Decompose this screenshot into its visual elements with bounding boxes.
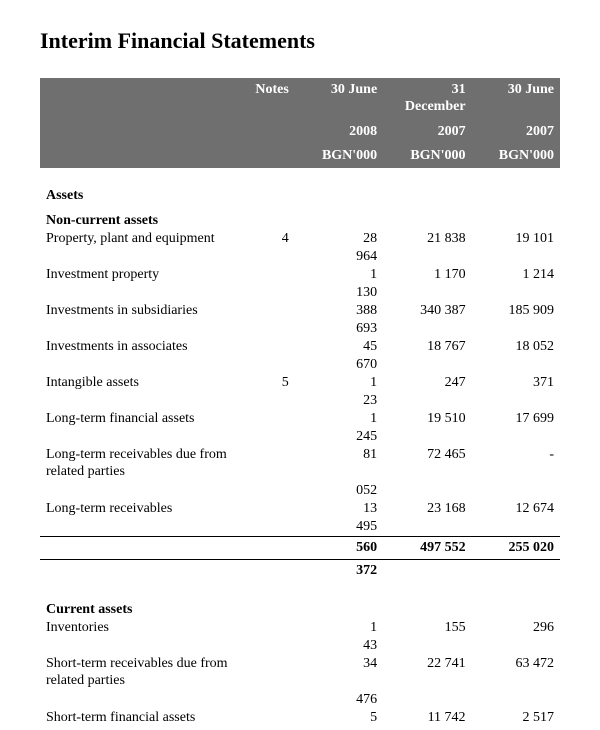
row-val: 12 674 [472, 500, 560, 518]
section-assets: Assets [40, 180, 560, 205]
row-val: 1 [295, 266, 383, 284]
table-row: 693 [40, 320, 560, 338]
table-row: 964 [40, 248, 560, 266]
row-val: 476 [295, 691, 383, 709]
table-row: Intangible assets 5 1 247 371 [40, 374, 560, 392]
row-val: 560 [295, 536, 383, 559]
row-label: Long-term receivables [40, 500, 238, 518]
row-val: 13 [295, 500, 383, 518]
row-val: 19 101 [472, 230, 560, 249]
row-val: 22 741 [383, 655, 471, 691]
table-row: Investments in subsidiaries 388 340 387 … [40, 302, 560, 320]
row-val: 43 [295, 637, 383, 655]
row-val: 1 [295, 619, 383, 637]
row-val: 72 465 [383, 446, 471, 482]
col-year-1: 2008 [295, 120, 383, 144]
col-unit-3: BGN'000 [472, 144, 560, 168]
row-val: 255 020 [472, 536, 560, 559]
row-val: 18 767 [383, 338, 471, 356]
row-val: 388 [295, 302, 383, 320]
subtotal-noncurrent: 560 497 552 255 020 [40, 536, 560, 559]
section-current: Current assets [40, 594, 560, 619]
row-val: 372 [295, 559, 383, 582]
table-row: Short-term receivables due from related … [40, 655, 560, 691]
row-val: 34 [295, 655, 383, 691]
row-val: 185 909 [472, 302, 560, 320]
row-note: 5 [238, 374, 295, 392]
row-val: 497 552 [383, 536, 471, 559]
table-row: Long-term receivables 13 23 168 12 674 [40, 500, 560, 518]
col-unit-1: BGN'000 [295, 144, 383, 168]
table-row: 495 [40, 518, 560, 537]
table-row: 476 [40, 691, 560, 709]
row-val: 81 [295, 446, 383, 482]
subtotal-noncurrent: 372 [40, 559, 560, 582]
row-val: 23 168 [383, 500, 471, 518]
row-label: Short-term receivables due from related … [40, 655, 238, 691]
row-val: 964 [295, 248, 383, 266]
row-val: 670 [295, 356, 383, 374]
row-val: 296 [472, 619, 560, 637]
row-note: 4 [238, 230, 295, 249]
row-val: 130 [295, 284, 383, 302]
table-row: 245 [40, 428, 560, 446]
table-row: Long-term financial assets 1 19 510 17 6… [40, 410, 560, 428]
row-label: Investment property [40, 266, 238, 284]
row-label: Short-term financial assets [40, 709, 238, 727]
row-label: Investments in subsidiaries [40, 302, 238, 320]
page-title: Interim Financial Statements [40, 28, 560, 54]
section-noncurrent: Non-current assets [40, 205, 560, 230]
col-year-3: 2007 [472, 120, 560, 144]
table-row: Property, plant and equipment 4 28 21 83… [40, 230, 560, 249]
table-row: Long-term receivables due from related p… [40, 446, 560, 482]
row-val: 1 [295, 374, 383, 392]
row-val: 340 387 [383, 302, 471, 320]
table-row: Investment property 1 1 170 1 214 [40, 266, 560, 284]
row-val: 247 [383, 374, 471, 392]
row-val: 5 [295, 709, 383, 727]
table-row: 130 [40, 284, 560, 302]
row-val: 052 [295, 482, 383, 500]
table-header: Notes 30 June 31 December 30 June 2008 2… [40, 78, 560, 168]
table-row: 670 [40, 356, 560, 374]
row-label: Long-term financial assets [40, 410, 238, 428]
row-val: 21 838 [383, 230, 471, 249]
col-date-1: 30 June [295, 78, 383, 120]
row-label: Long-term receivables due from related p… [40, 446, 238, 482]
row-val: 1 [295, 410, 383, 428]
row-val: 28 [295, 230, 383, 249]
col-year-2: 2007 [383, 120, 471, 144]
row-label: Inventories [40, 619, 238, 637]
col-unit-2: BGN'000 [383, 144, 471, 168]
row-val: 45 [295, 338, 383, 356]
row-val: 155 [383, 619, 471, 637]
row-label: Intangible assets [40, 374, 238, 392]
table-row: Short-term financial assets 5 11 742 2 5… [40, 709, 560, 727]
table-row: 43 [40, 637, 560, 655]
row-val: 1 170 [383, 266, 471, 284]
row-val: 11 742 [383, 709, 471, 727]
col-date-2: 31 December [383, 78, 471, 120]
row-val: 371 [472, 374, 560, 392]
financial-table: Notes 30 June 31 December 30 June 2008 2… [40, 78, 560, 727]
table-row: Investments in associates 45 18 767 18 0… [40, 338, 560, 356]
row-val: 1 214 [472, 266, 560, 284]
row-val: 2 517 [472, 709, 560, 727]
row-val: 495 [295, 518, 383, 537]
row-val: 17 699 [472, 410, 560, 428]
table-row: Inventories 1 155 296 [40, 619, 560, 637]
row-val: 693 [295, 320, 383, 338]
col-notes: Notes [238, 78, 295, 120]
table-row: 23 [40, 392, 560, 410]
row-val: 23 [295, 392, 383, 410]
row-val: 63 472 [472, 655, 560, 691]
row-val: 19 510 [383, 410, 471, 428]
row-val: 18 052 [472, 338, 560, 356]
row-val: 245 [295, 428, 383, 446]
row-label: Property, plant and equipment [40, 230, 238, 249]
table-row: 052 [40, 482, 560, 500]
row-val: - [472, 446, 560, 482]
row-label: Investments in associates [40, 338, 238, 356]
col-date-3: 30 June [472, 78, 560, 120]
